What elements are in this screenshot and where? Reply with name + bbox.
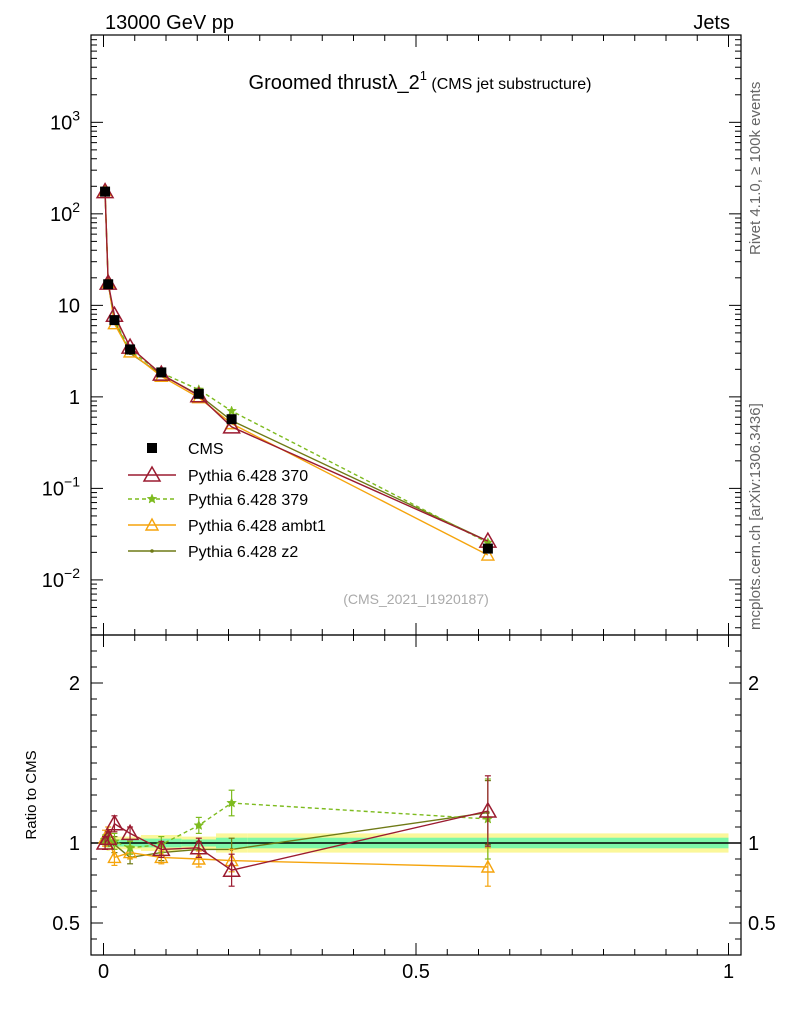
point-cms	[482, 543, 493, 554]
mcplots-label: mcplots.cern.ch [arXiv:1306.3436]	[747, 403, 764, 630]
ratio-point-p370	[105, 814, 124, 831]
ratio-line-p379	[104, 802, 488, 849]
x-tick-label: 1	[723, 961, 734, 983]
main-series	[95, 182, 498, 561]
legend-label-p379: Pythia 6.428 379	[188, 492, 308, 509]
ratio-line-p370	[104, 810, 489, 871]
ratio-y-tick-label: 2	[69, 673, 80, 695]
point-cms	[156, 367, 167, 378]
ratio-point-p370	[98, 828, 118, 845]
point-cms	[226, 414, 237, 425]
title-sub: (CMS jet substructure)	[427, 76, 591, 93]
point-cms	[193, 388, 204, 399]
title-lambda: λ_2	[387, 72, 419, 94]
y-tick-label: 103	[50, 107, 80, 134]
rivet-label: Rivet 4.1.0, ≥ 100k events	[747, 82, 764, 255]
point-ambt1	[480, 547, 496, 561]
ratio-point-p379	[124, 842, 136, 853]
legend: CMS Pythia 6.428 370 Pythia 6.428 379 Pythi…	[128, 441, 326, 561]
ratio-y-tick-label-right: 0.5	[748, 913, 776, 935]
ratio-point-p370	[222, 860, 241, 877]
ratio-y-tick-label: 0.5	[52, 913, 80, 935]
y-tick-label: 10−2	[42, 565, 80, 592]
point-p370	[222, 417, 241, 434]
ratio-point-p370	[152, 839, 171, 857]
legend-marker-cms	[147, 443, 157, 453]
y-tick-label: 10	[58, 295, 80, 317]
main-axes: 10−2 10−1 1 10 102 103	[42, 34, 742, 636]
title-main: Groomed thrust	[249, 72, 388, 94]
header-right: Jets	[693, 12, 730, 34]
ratio-point-p379	[226, 797, 238, 808]
watermark: (CMS_2021_I1920187)	[343, 591, 489, 607]
legend-label-ambt1: Pythia 6.428 ambt1	[188, 518, 326, 535]
chart-title: Groomed thrustλ_21 (CMS jet substructure…	[249, 68, 592, 94]
ratio-point-ambt1	[191, 851, 206, 865]
legend-label-cms: CMS	[188, 441, 224, 458]
ratio-axes: 0 0.5 1 0.5 0.5 1 1 2 2	[52, 634, 776, 983]
ratio-point-p370	[189, 838, 209, 855]
ratio-point-p370	[120, 823, 140, 841]
header-left: 13000 GeV pp	[105, 12, 234, 34]
x-tick-label: 0	[98, 961, 109, 983]
line-p370	[104, 191, 489, 542]
y-tick-label: 1	[69, 387, 80, 409]
ratio-series	[95, 775, 498, 887]
legend-marker-z2	[150, 549, 154, 553]
legend-label-p370: Pythia 6.428 370	[188, 468, 308, 485]
point-cms	[125, 344, 136, 355]
ratio-point-p379	[193, 819, 205, 830]
line-z2	[104, 191, 489, 542]
ratio-frame	[90, 634, 742, 956]
point-cms	[109, 315, 120, 326]
ratio-y-tick-label-right: 1	[748, 833, 759, 855]
legend-marker-p370	[142, 465, 162, 482]
legend-label-z2: Pythia 6.428 z2	[188, 544, 298, 561]
ratio-ylabel: Ratio to CMS	[23, 750, 40, 839]
x-tick-label: 0.5	[402, 961, 430, 983]
ratio-point-ambt1	[480, 859, 496, 873]
point-cms	[103, 279, 114, 290]
ratio-point-p370	[478, 801, 498, 818]
y-tick-label: 10−1	[42, 473, 80, 500]
legend-marker-ambt1	[144, 517, 160, 531]
title-sup: 1	[420, 68, 427, 83]
y-tick-label: 102	[50, 199, 80, 226]
point-cms	[100, 186, 111, 197]
ratio-point-ambt1	[107, 849, 122, 864]
ratio-y-tick-label: 1	[69, 833, 80, 855]
ratio-y-tick-label-right: 2	[748, 673, 759, 695]
point-p379	[226, 405, 238, 416]
legend-marker-p379	[146, 493, 158, 504]
